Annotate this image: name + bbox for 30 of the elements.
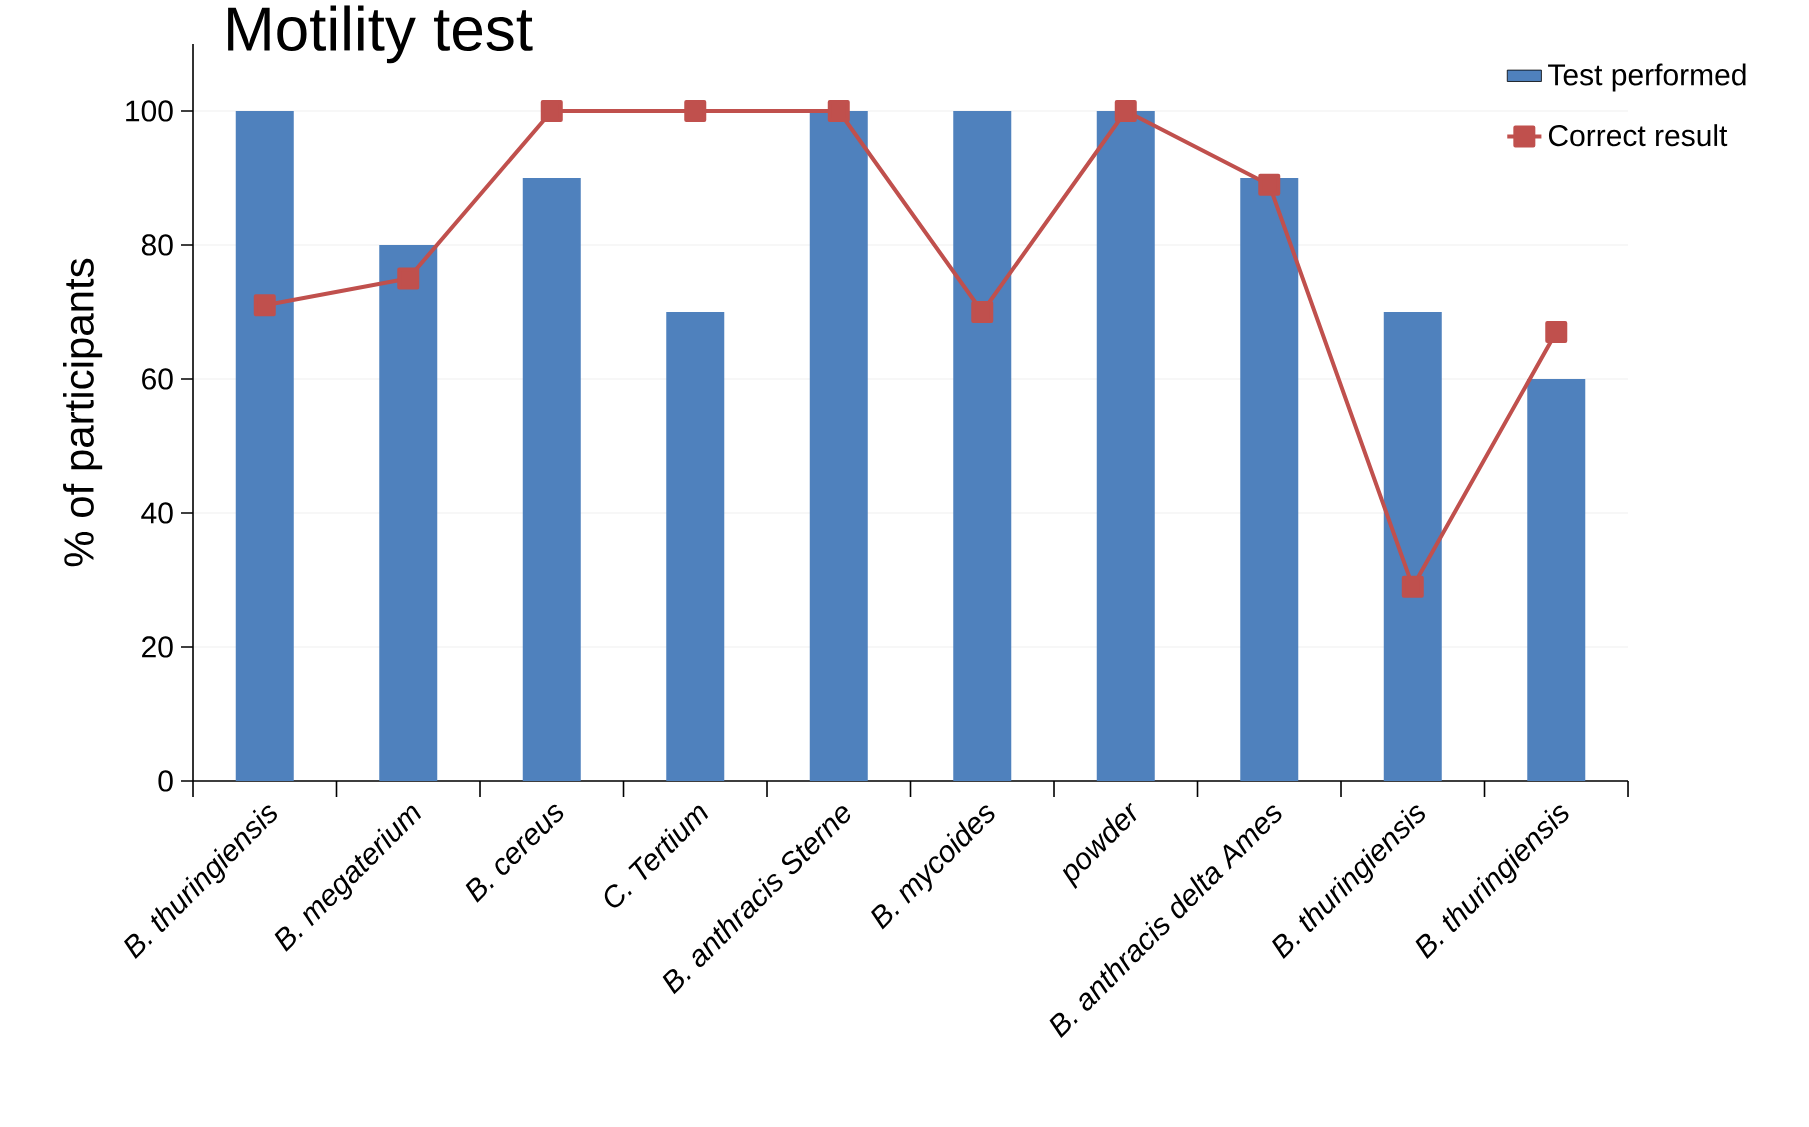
point (1114, 99, 1137, 122)
y-tick-label: 0 (158, 770, 173, 792)
chart-title: Motility test (228, 5, 533, 64)
y-tick-label: 20 (142, 636, 173, 658)
bar (379, 244, 438, 781)
y-tick-label: 100 (126, 100, 173, 122)
point (827, 99, 850, 122)
point (253, 294, 276, 317)
legend-label: Correct result (1548, 124, 1728, 147)
bar (522, 177, 581, 781)
bar (1383, 311, 1442, 781)
point (540, 99, 563, 122)
bar (1240, 177, 1299, 781)
point (397, 267, 420, 290)
y-tick-label: 80 (141, 234, 173, 256)
point (684, 99, 707, 122)
y-tick-label: 40 (141, 502, 173, 524)
y-tick-label: 60 (142, 368, 173, 390)
bar (1096, 110, 1155, 781)
bar (235, 110, 294, 781)
point (1545, 321, 1568, 344)
bar (953, 110, 1012, 781)
point (1258, 173, 1281, 196)
point (971, 300, 994, 323)
legend-label: Test performed (1548, 63, 1746, 92)
y-axis-title: % of participants (63, 258, 103, 567)
bar (666, 311, 725, 781)
point (1401, 575, 1424, 598)
bar (809, 110, 868, 781)
bar (1527, 378, 1586, 781)
